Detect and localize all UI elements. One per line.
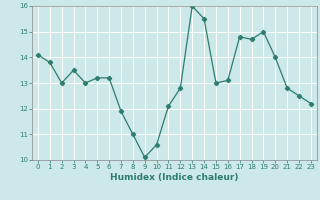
X-axis label: Humidex (Indice chaleur): Humidex (Indice chaleur): [110, 173, 239, 182]
